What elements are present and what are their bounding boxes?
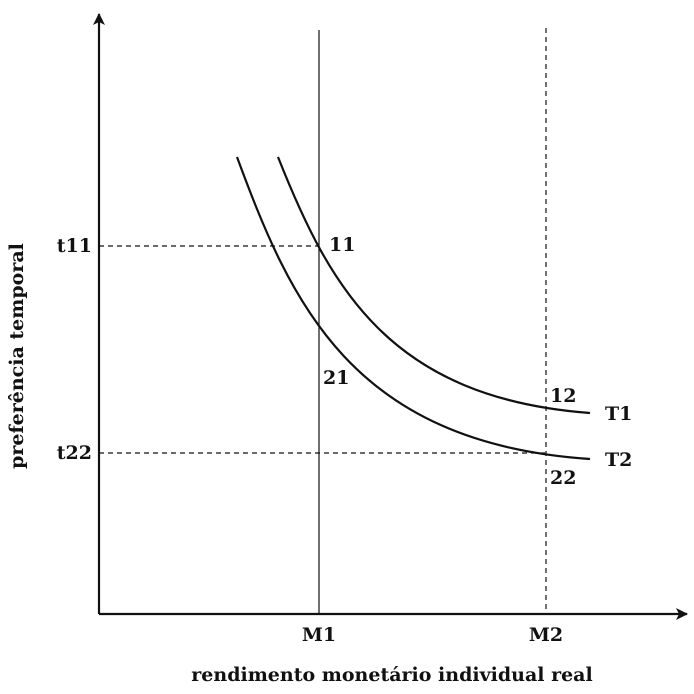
- point-label-22: 22: [550, 467, 576, 489]
- curve-label-t2: T2: [605, 449, 632, 471]
- curve-t2: [235, 156, 591, 461]
- point-label-12: 12: [550, 385, 576, 407]
- x-tick-m2: M2: [529, 624, 563, 646]
- y-axis-title: preferência temporal: [6, 243, 28, 469]
- point-label-21: 21: [323, 367, 349, 389]
- curve-label-t1: T1: [605, 403, 632, 425]
- y-tick-t22: t22: [57, 442, 92, 464]
- point-label-11: 11: [329, 234, 355, 256]
- x-tick-m1: M1: [302, 624, 336, 646]
- curve-t1: [276, 156, 591, 415]
- y-tick-t11: t11: [57, 235, 92, 257]
- x-axis-title: rendimento monetário individual real: [191, 664, 592, 686]
